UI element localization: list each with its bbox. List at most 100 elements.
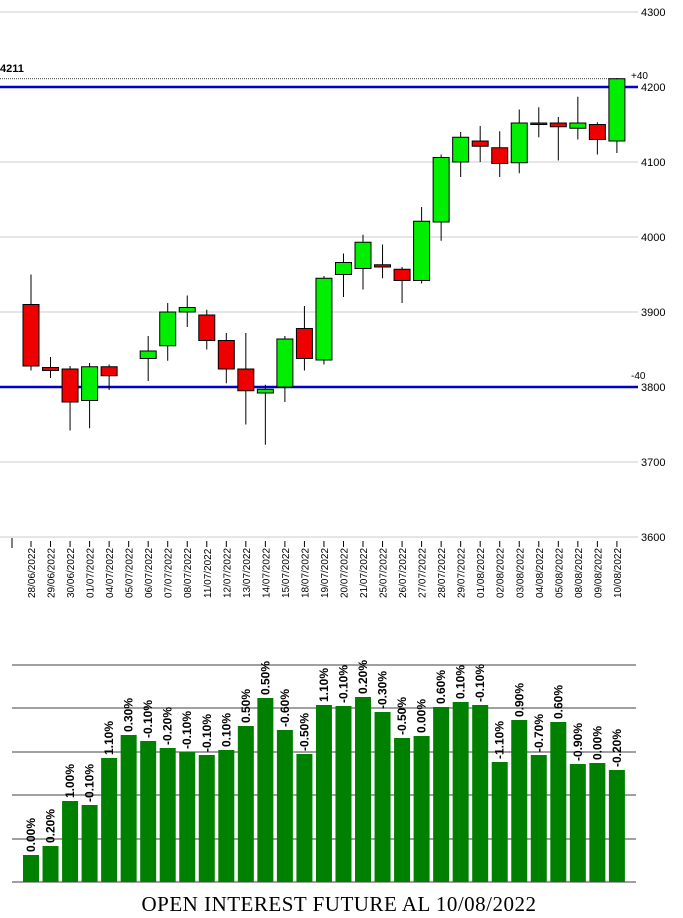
oi-bar: [491, 762, 508, 882]
x-tick-label: 04/07/2022: [105, 548, 116, 598]
candle-body: [452, 136, 470, 163]
x-tick-label: 15/07/2022: [281, 548, 292, 598]
x-tick-label: 10/08/2022: [613, 548, 624, 598]
candle-body: [198, 314, 216, 341]
oi-bar: [198, 755, 215, 882]
candle-body: [178, 307, 196, 313]
x-tick-label: 29/07/2022: [457, 548, 468, 598]
oi-bar: [23, 855, 39, 882]
candle-body: [374, 264, 392, 268]
candle-body: [569, 122, 587, 129]
oi-bar: [218, 750, 235, 882]
oi-bar: [296, 754, 313, 882]
oi-bar: [120, 735, 137, 882]
oi-bar: [140, 741, 157, 882]
oi-bar-label: 0.10%: [219, 713, 233, 747]
oi-bar-label: 1.10%: [102, 721, 116, 755]
price-chart: 3600 3700 3800 3900 4000 4100 4200 4300 4211 +40 -…: [0, 7, 665, 544]
oi-bar-label: 0.20%: [44, 809, 58, 843]
x-tick-label: 13/07/2022: [242, 548, 253, 598]
x-tick-label: 01/07/2022: [86, 548, 97, 598]
candle-body: [530, 122, 548, 125]
x-tick-label: 11/07/2022: [203, 548, 214, 598]
x-tick-label: 28/06/2022: [27, 548, 38, 598]
x-tick-label: 03/08/2022: [515, 548, 526, 598]
y-tick-label: 3900: [641, 307, 665, 319]
oi-bar: [452, 702, 469, 882]
oi-bar-label: -0.20%: [610, 729, 624, 767]
oi-bar-label: 0.10%: [454, 665, 468, 699]
x-tick-label: 25/07/2022: [379, 548, 390, 598]
candle-body: [42, 367, 60, 371]
x-tick-label: 27/07/2022: [418, 548, 429, 598]
candle-body: [100, 366, 118, 377]
oi-bar: [374, 712, 391, 882]
x-tick-label: 30/06/2022: [66, 548, 77, 598]
oi-bar: [530, 755, 547, 882]
oi-bar: [433, 707, 450, 882]
oi-bar-label: 1.00%: [63, 764, 77, 798]
oi-bar-label: 0.00%: [590, 726, 604, 760]
candle-body: [471, 140, 489, 147]
oi-bar-label: 0.50%: [239, 689, 253, 723]
oi-bar: [608, 770, 625, 882]
x-tick-label: 09/08/2022: [593, 548, 604, 598]
candle-body: [334, 262, 352, 275]
oi-bar-label: -0.70%: [532, 714, 546, 752]
oi-bar: [413, 736, 430, 882]
oi-bar-label: -0.50%: [395, 697, 409, 735]
x-tick-label: 02/08/2022: [496, 548, 507, 598]
candle-body: [491, 147, 509, 164]
oi-bar-label: -0.10%: [200, 714, 214, 752]
y-tick-label: 3800: [641, 382, 665, 394]
candle-body: [22, 304, 40, 367]
oi-bar-label: 0.50%: [258, 661, 272, 695]
oi-bar-label: -1.10%: [493, 721, 507, 759]
oi-bar-label: 0.90%: [512, 683, 526, 717]
oi-bar: [101, 758, 118, 882]
candle-body: [81, 366, 99, 401]
candle-body: [354, 241, 372, 269]
x-tick-label: 20/07/2022: [339, 548, 350, 598]
open-interest-chart: 0.00% 0.20% 1.00% -0.10% 1.10% 0.30% -0.10% -0.…: [12, 660, 636, 883]
oi-bar: [62, 801, 79, 882]
y-tick-label: 4200: [641, 82, 665, 94]
candle-body: [237, 368, 255, 392]
x-tick-label: 05/07/2022: [125, 548, 136, 598]
oi-bar-label: -0.10%: [473, 664, 487, 702]
oi-bar: [511, 720, 528, 882]
candle-body: [159, 311, 177, 347]
lower-level-line-label: -40: [631, 371, 646, 382]
open-interest-title: OPEN INTEREST FUTURE AL 10/08/2022: [141, 892, 536, 916]
candle-body: [217, 340, 235, 370]
y-tick-label: 3700: [641, 457, 665, 469]
oi-bar-label: -0.60%: [278, 689, 292, 727]
oi-bar: [179, 752, 196, 882]
y-tick-label: 4100: [641, 157, 665, 169]
oi-bar-label: 0.60%: [551, 685, 565, 719]
x-tick-label: 06/07/2022: [144, 548, 155, 598]
candle-body: [608, 78, 626, 142]
oi-bar-label: 0.00%: [24, 818, 38, 852]
x-tick-label: 18/07/2022: [300, 548, 311, 598]
oi-bar: [589, 763, 606, 882]
x-tick-label: 29/06/2022: [47, 548, 58, 598]
candle-body: [393, 268, 411, 281]
oi-bar: [81, 805, 98, 882]
oi-bar-label: 0.20%: [356, 660, 370, 694]
oi-bar-label: 0.00%: [415, 699, 429, 733]
oi-bar: [257, 698, 274, 882]
candle-body: [588, 124, 606, 140]
oi-bar-label: -0.10%: [83, 764, 97, 802]
oi-bar: [569, 764, 586, 882]
oi-bar: [355, 697, 372, 882]
candle-body: [315, 277, 333, 361]
x-tick-label: 26/07/2022: [398, 548, 409, 598]
x-tick-label: 19/07/2022: [320, 548, 331, 598]
y-tick-label: 4000: [641, 232, 665, 244]
date-axis: 28/06/2022 29/06/2022 30/06/2022 01/07/2022…: [11, 538, 624, 598]
x-tick-label: 01/08/2022: [476, 548, 487, 598]
candle-body: [139, 350, 157, 359]
oi-bar: [315, 705, 332, 882]
